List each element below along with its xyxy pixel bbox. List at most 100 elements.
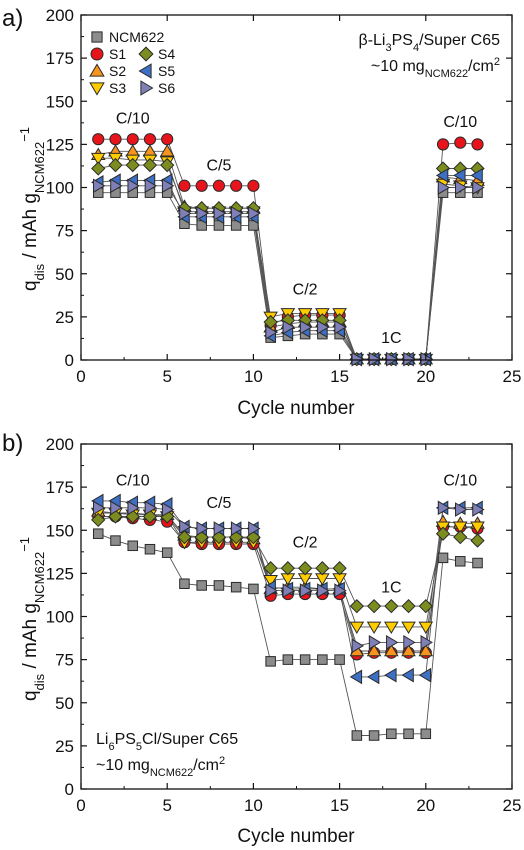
y-tick-label: 200 [46,6,74,25]
panel-a: a) qdis / mAh gNCM622−1 Cycle number C/1… [2,5,521,419]
data-point-s1 [126,133,139,146]
y-tick-label: 175 [46,49,74,68]
x-tick-label: 0 [76,367,85,386]
data-point-ncm622 [196,580,207,591]
data-point-s4 [160,157,175,173]
x-tick-label: 10 [244,367,263,386]
data-point-s4 [91,161,106,176]
c-rate-label: C/10 [116,111,150,128]
panel-b-axes-frame [80,443,513,790]
panel-a-plot-area: C/10 C/5 C/2 1C C/10 0 5 10 15 20 25 0 25 50 75 100 125… [46,6,522,386]
data-point-s6 [334,319,347,335]
data-point-s3 [349,621,365,634]
data-point-s6 [92,500,106,516]
data-point-s6 [334,583,347,598]
data-point-s3 [418,621,434,634]
x-tick-label: 5 [162,796,171,815]
data-point-s1 [436,138,450,151]
data-point-ncm622 [92,528,104,539]
data-point-ncm622 [386,728,397,740]
panel-a-x-axis-title: Cycle number [237,398,355,419]
data-point-s1 [471,138,484,151]
data-point-s4 [142,157,158,173]
data-point-s4 [177,530,192,545]
y-tick-label: 125 [46,135,74,154]
data-point-ncm622 [144,543,156,555]
data-point-s1 [178,179,191,192]
data-point-s4 [125,157,140,173]
legend-marker-ncm622 [91,31,103,43]
y-tick-label: 50 [55,694,74,713]
data-point-ncm622 [420,728,432,740]
data-point-s6 [351,638,364,654]
data-point-s3 [90,152,106,166]
y-tick-label: 150 [46,92,74,111]
data-point-s1 [161,133,174,146]
data-point-s1 [247,179,260,192]
panel-a-axes-frame [80,14,513,361]
panel-b-plot-area: C/10 C/5 C/2 1C C/10 0 5 10 15 20 25 0 25 50 75 100 125… [46,435,522,815]
data-point-s3 [366,621,382,634]
data-point-ncm622 [230,581,242,593]
data-point-s1 [195,179,208,192]
data-point-s2 [384,643,399,657]
data-point-s6 [92,178,106,194]
legend-marker-s6 [140,80,154,96]
data-point-s6 [317,583,330,598]
data-point-s2 [159,144,175,157]
data-point-ncm622 [127,540,138,552]
data-point-s6 [110,500,123,516]
data-point-ncm622 [213,580,225,591]
data-point-s6 [144,500,158,516]
data-point-s4 [435,526,451,541]
y-tick-label: 150 [46,521,74,540]
legend-label-s4: S4 [158,46,175,62]
legend-label-s1: S1 [109,46,126,62]
panel-a-loading-label: ~10 mgNCM622/cm2 [371,56,500,80]
y-tick-label: 100 [46,608,74,627]
c-rate-label: C/10 [443,472,477,489]
y-tick-label: 125 [46,564,74,583]
data-point-s5 [401,667,414,683]
panel-b-electrolyte-label: Li6PS5Cl/Super C65 [96,731,238,753]
data-point-ncm622 [437,552,449,564]
data-point-s3 [263,575,278,588]
data-point-s3 [452,521,468,534]
x-tick-label: 5 [162,367,171,386]
legend-label-s2: S2 [109,63,126,79]
y-tick-label: 25 [55,737,74,756]
data-point-s3 [384,621,399,634]
data-point-s4 [349,599,364,614]
x-tick-label: 20 [416,367,435,386]
data-point-s6 [196,206,209,221]
data-point-s2 [142,144,158,157]
c-rate-label: C/10 [443,114,477,131]
data-point-s4 [263,561,278,576]
data-point-ncm622 [282,654,294,665]
y-tick-label: 50 [55,265,74,284]
data-point-s2 [418,643,434,657]
data-point-s4 [470,533,485,548]
data-point-s4 [280,561,296,576]
data-point-ncm622 [265,656,276,667]
data-point-s6 [127,178,140,194]
x-tick-label: 15 [330,796,349,815]
panel-b-loading-label: ~10 mgNCM622/cm2 [96,755,225,779]
data-point-s5 [453,168,466,183]
y-tick-label: 0 [65,780,74,799]
data-point-s4 [297,561,313,576]
panel-b-x-axis-title: Cycle number [237,826,355,847]
data-point-s6 [317,319,330,335]
legend-label-s6: S6 [158,80,175,96]
data-point-s6 [282,319,296,335]
data-point-s6 [213,206,227,221]
data-point-s1 [212,179,226,192]
data-point-s6 [265,583,278,598]
data-point-ncm622 [299,654,311,665]
data-point-s6 [455,180,468,195]
data-point-s1 [109,133,122,146]
data-point-s6 [265,325,278,340]
data-point-ncm622 [455,556,466,567]
